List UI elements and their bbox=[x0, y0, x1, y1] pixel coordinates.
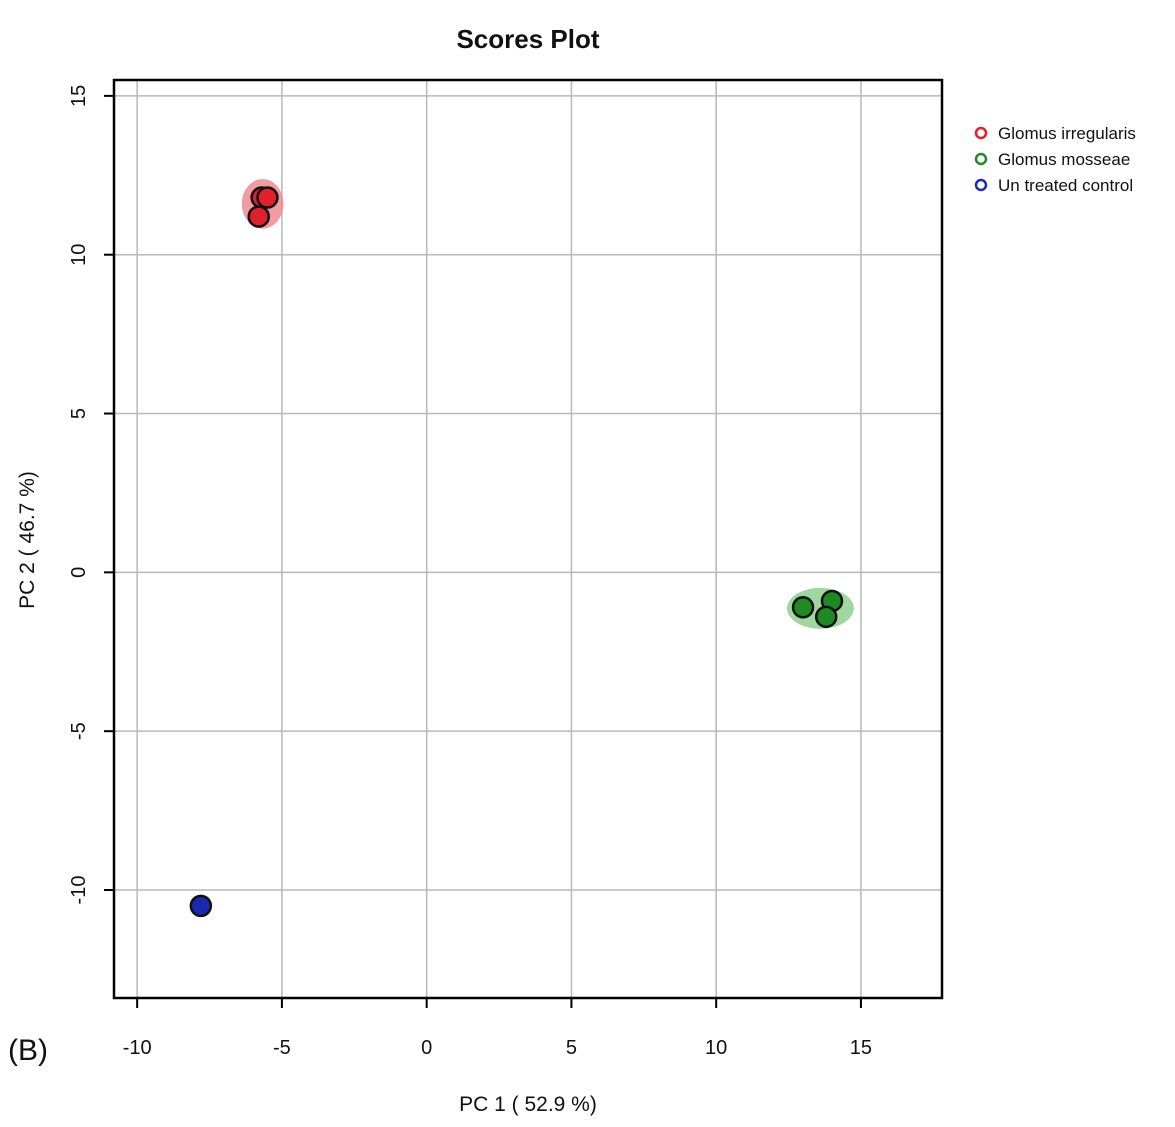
y-tick-label: 0 bbox=[68, 567, 90, 578]
data-point bbox=[256, 186, 279, 209]
data-point bbox=[814, 605, 838, 629]
chart-title: Scores Plot bbox=[456, 24, 599, 54]
data-point bbox=[247, 205, 271, 228]
plot-frame bbox=[112, 78, 944, 1000]
data-point bbox=[791, 596, 815, 619]
y-tick-label: 10 bbox=[68, 244, 90, 266]
legend-label: Glomus mosseae bbox=[998, 150, 1130, 169]
x-tick-label: 0 bbox=[421, 1037, 432, 1059]
y-tick-label: 15 bbox=[68, 85, 90, 107]
panel-label: (B) bbox=[8, 1034, 48, 1067]
legend-label: Un treated control bbox=[998, 176, 1133, 195]
x-axis-ticks: -10 -5 0 5 10 15 bbox=[123, 998, 872, 1059]
legend-label: Glomus irregularis bbox=[998, 124, 1136, 143]
data-point bbox=[189, 894, 213, 918]
legend-marker bbox=[974, 126, 988, 140]
legend-marker bbox=[974, 152, 988, 166]
y-tick-label: -10 bbox=[68, 876, 90, 905]
x-axis-title: PC 1 ( 52.9 %) bbox=[459, 1093, 597, 1116]
x-tick-label: 10 bbox=[705, 1037, 727, 1059]
x-tick-label: 5 bbox=[566, 1037, 577, 1059]
grid-lines bbox=[114, 80, 942, 998]
data-points bbox=[189, 186, 844, 918]
x-tick-label: -10 bbox=[123, 1037, 152, 1059]
y-tick-label: -5 bbox=[68, 722, 90, 740]
y-axis-ticks: -10 -5 0 5 10 15 bbox=[68, 85, 114, 905]
legend-marker bbox=[974, 178, 988, 192]
y-axis-title: PC 2 ( 46.7 %) bbox=[16, 471, 39, 609]
x-tick-label: -5 bbox=[273, 1037, 291, 1059]
x-tick-label: 15 bbox=[850, 1037, 872, 1059]
legend: Glomus irregularis Glomus mosseae Un treat… bbox=[974, 124, 1136, 195]
y-tick-label: 5 bbox=[68, 408, 90, 419]
group-ellipses bbox=[241, 179, 854, 629]
